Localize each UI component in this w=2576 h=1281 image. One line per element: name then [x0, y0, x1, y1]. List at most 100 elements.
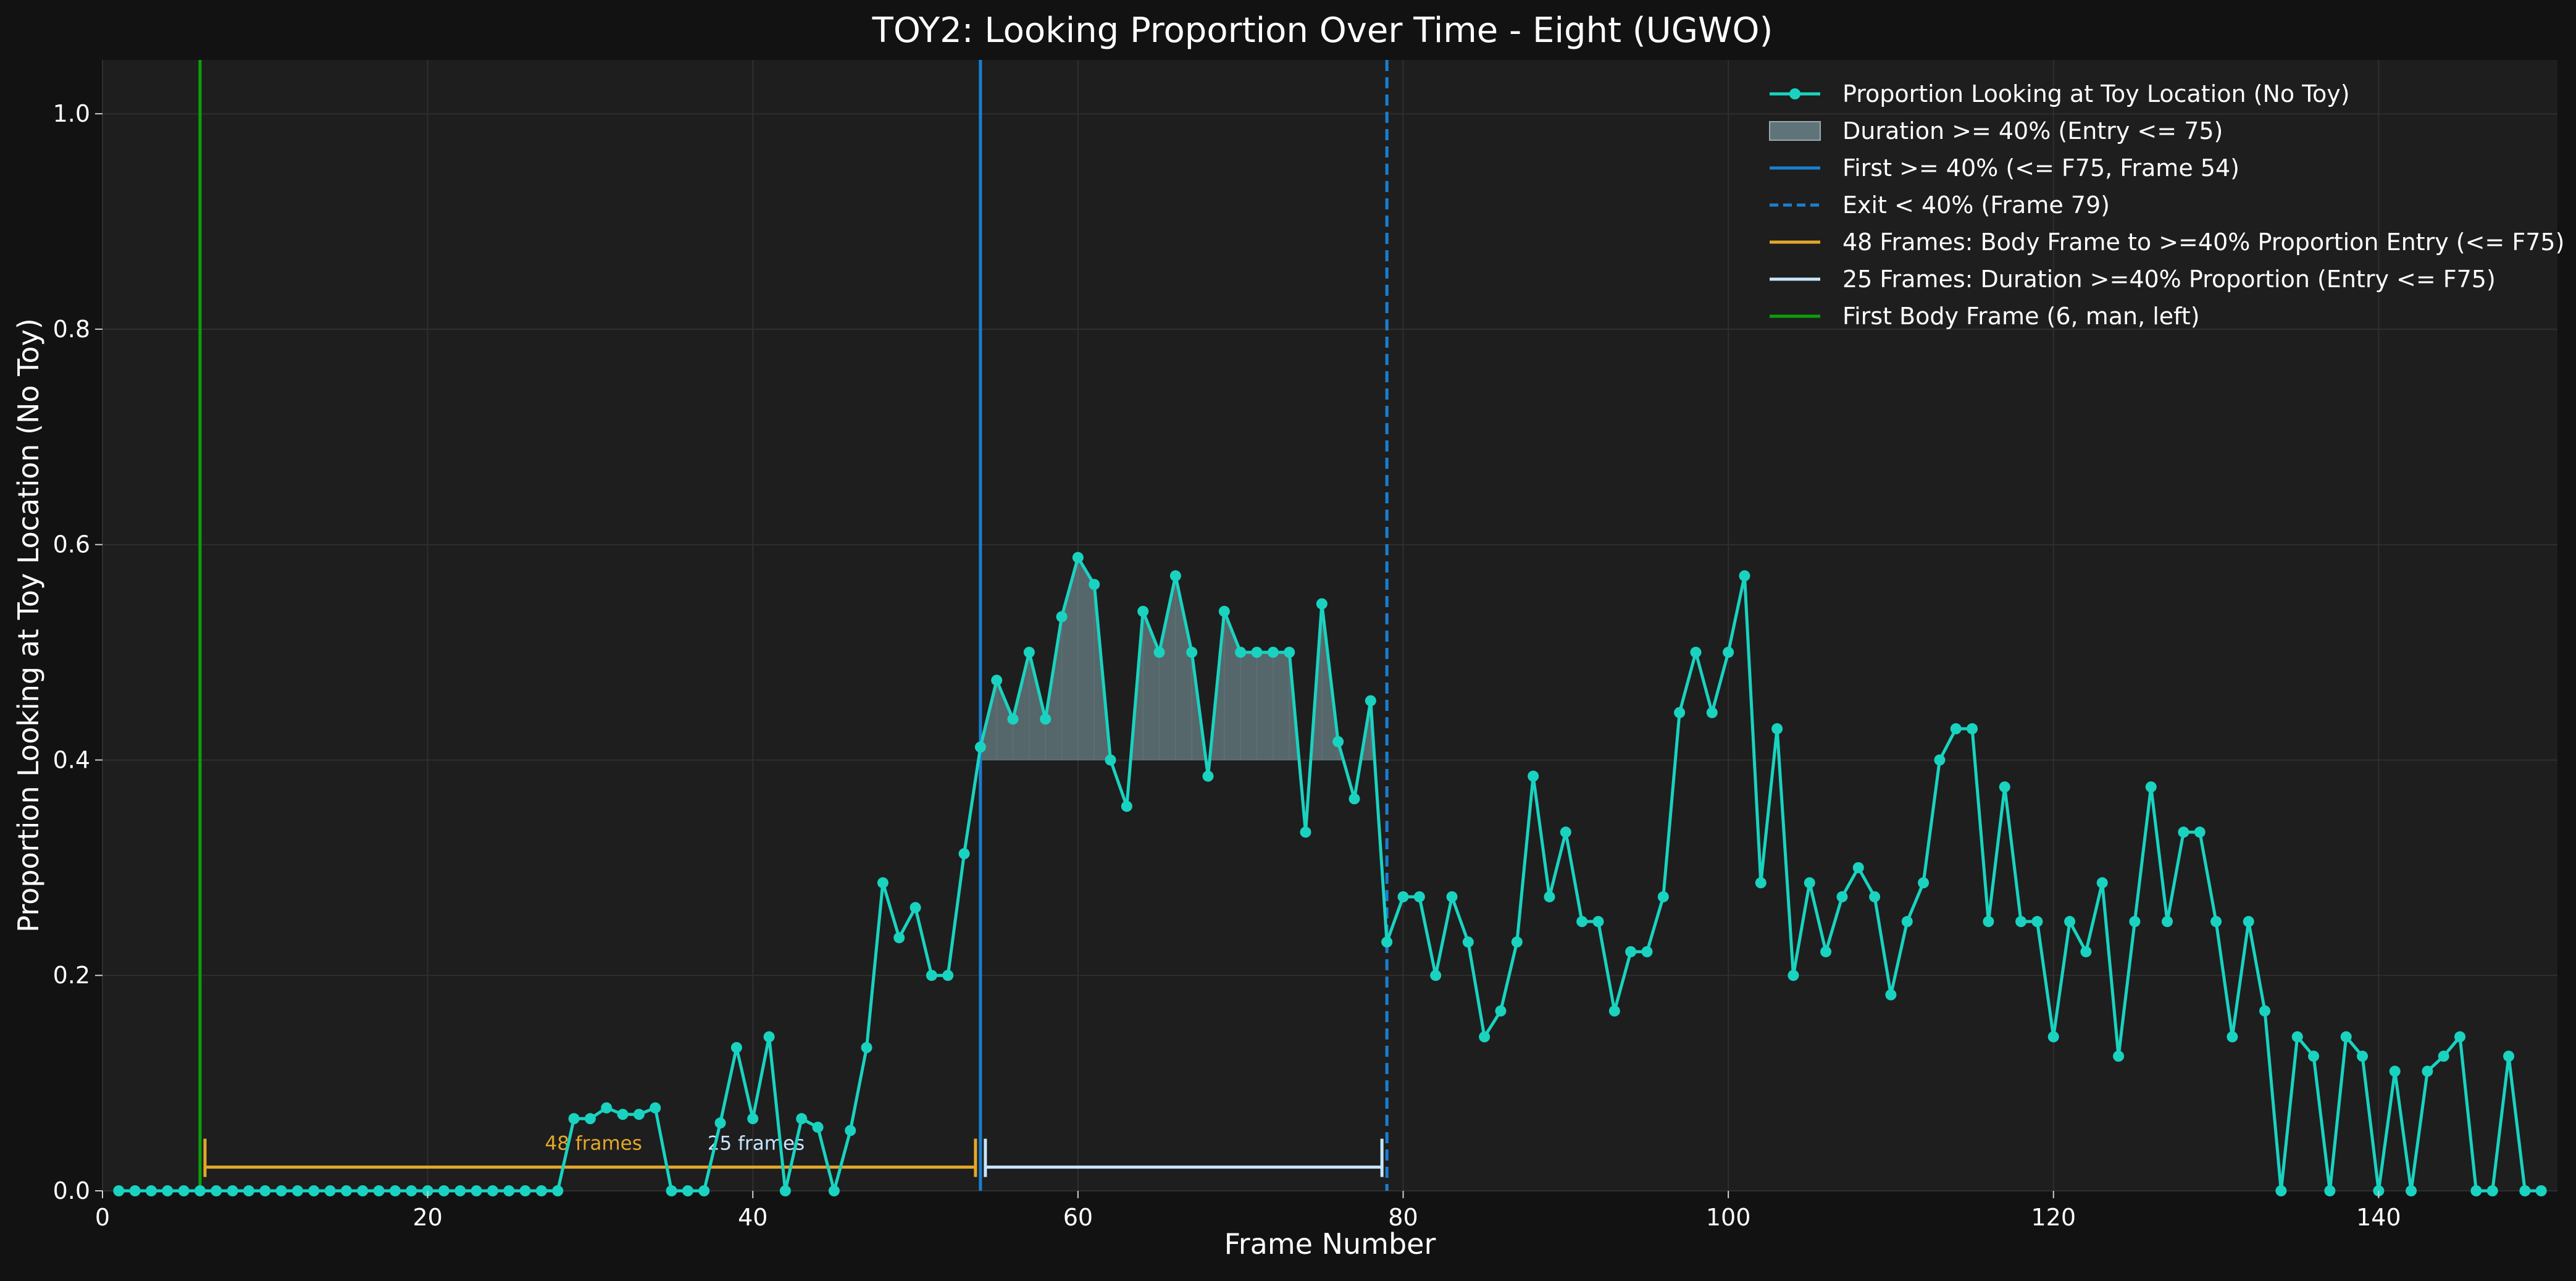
data-point — [1934, 754, 1946, 766]
data-point — [1755, 877, 1767, 889]
data-point — [389, 1185, 401, 1196]
x-tick-label: 80 — [1388, 1204, 1418, 1231]
data-point — [1852, 862, 1864, 873]
x-tick-label: 60 — [1063, 1204, 1093, 1231]
y-tick-label: 0.8 — [53, 316, 90, 343]
data-point — [1869, 891, 1881, 902]
legend-label: 25 Frames: Duration >=40% Proportion (En… — [1842, 266, 2496, 293]
span-label: 25 frames — [708, 1133, 805, 1155]
data-point — [2031, 916, 2043, 928]
data-point — [2308, 1051, 2320, 1062]
data-point — [2422, 1065, 2433, 1077]
data-point — [1820, 946, 1832, 957]
data-point — [974, 741, 986, 753]
data-point — [1023, 647, 1035, 658]
data-point — [617, 1109, 629, 1120]
data-point — [1544, 891, 1555, 902]
data-point — [2047, 1031, 2059, 1043]
data-point — [942, 970, 954, 981]
legend-label: Proportion Looking at Toy Location (No T… — [1842, 80, 2350, 107]
data-point — [324, 1185, 336, 1196]
data-point — [438, 1185, 450, 1196]
data-point — [2438, 1051, 2449, 1062]
x-axis-label: Frame Number — [1224, 1227, 1436, 1261]
data-point — [763, 1031, 775, 1043]
data-point — [1089, 579, 1100, 590]
data-point — [1137, 605, 1149, 617]
data-point — [1706, 707, 1718, 718]
data-point — [1771, 723, 1783, 734]
data-point — [650, 1102, 661, 1114]
legend-label: First Body Frame (6, man, left) — [1842, 303, 2200, 330]
data-point — [633, 1109, 645, 1120]
legend-item-dur25: 25 Frames: Duration >=40% Proportion (En… — [1770, 266, 2496, 293]
y-tick-label: 0.4 — [53, 746, 90, 773]
data-point — [1349, 793, 1360, 805]
data-point — [1218, 605, 1230, 617]
data-point — [535, 1185, 547, 1196]
data-point — [357, 1185, 369, 1196]
legend-swatch — [1769, 121, 1821, 141]
data-point — [1284, 647, 1295, 658]
x-tick-label: 140 — [2356, 1204, 2401, 1231]
span-label: 48 frames — [545, 1133, 642, 1155]
data-point — [779, 1185, 791, 1196]
data-point — [1251, 647, 1263, 658]
data-point — [2129, 916, 2141, 928]
y-tick-label: 0.0 — [53, 1177, 90, 1204]
data-point — [861, 1042, 872, 1054]
data-point — [2080, 946, 2092, 957]
data-point — [2406, 1185, 2417, 1196]
legend-item-body48: 48 Frames: Body Frame to >=40% Proportio… — [1770, 229, 2564, 256]
duration-fill-segment — [1240, 652, 1258, 760]
data-point — [796, 1113, 808, 1125]
data-point — [2535, 1185, 2547, 1196]
data-point — [1999, 781, 2010, 793]
data-point — [1413, 891, 1425, 902]
data-point — [1576, 916, 1588, 928]
legend: Proportion Looking at Toy Location (No T… — [1769, 80, 2564, 330]
legend-marker — [1789, 88, 1800, 99]
data-point — [910, 902, 921, 914]
data-point — [1056, 611, 1068, 623]
data-point — [1608, 1005, 1620, 1017]
span-annotations-layer: 48 frames 25 frames — [203, 1133, 1384, 1177]
vertical-lines-layer — [198, 60, 1389, 1191]
legend-label: 48 Frames: Body Frame to >=40% Proportio… — [1842, 229, 2564, 256]
data-point — [178, 1185, 190, 1196]
data-point — [129, 1185, 141, 1196]
data-point — [1967, 723, 1978, 734]
data-point — [1592, 916, 1604, 928]
legend-label: Duration >= 40% (Entry <= 75) — [1842, 117, 2223, 145]
data-point — [1316, 598, 1328, 610]
data-point — [1267, 647, 1279, 658]
data-point — [1495, 1005, 1507, 1017]
data-point — [698, 1185, 710, 1196]
data-point — [211, 1185, 222, 1196]
data-point — [1430, 970, 1442, 981]
data-point — [2275, 1185, 2287, 1196]
data-point — [2015, 916, 2027, 928]
data-point — [194, 1185, 206, 1196]
data-point — [519, 1185, 531, 1196]
data-point — [1950, 723, 1962, 734]
x-tick-label: 100 — [1706, 1204, 1751, 1231]
data-point — [113, 1185, 125, 1196]
legend-item-series: Proportion Looking at Toy Location (No T… — [1770, 80, 2350, 107]
data-point — [1332, 736, 1344, 747]
legend-item-exit: Exit < 40% (Frame 79) — [1770, 191, 2110, 219]
data-point — [2486, 1185, 2498, 1196]
legend-item-body: First Body Frame (6, man, left) — [1770, 303, 2200, 330]
data-point — [2519, 1185, 2531, 1196]
data-point — [1885, 989, 1897, 1001]
data-point — [2113, 1051, 2125, 1062]
data-point — [1121, 800, 1132, 812]
data-point — [1723, 647, 1734, 658]
data-point — [340, 1185, 352, 1196]
x-tick-label: 0 — [95, 1204, 110, 1231]
data-point — [828, 1185, 840, 1196]
data-point — [1918, 877, 1930, 889]
data-point — [275, 1185, 287, 1196]
data-point — [2227, 1031, 2238, 1043]
data-point — [1836, 891, 1848, 902]
